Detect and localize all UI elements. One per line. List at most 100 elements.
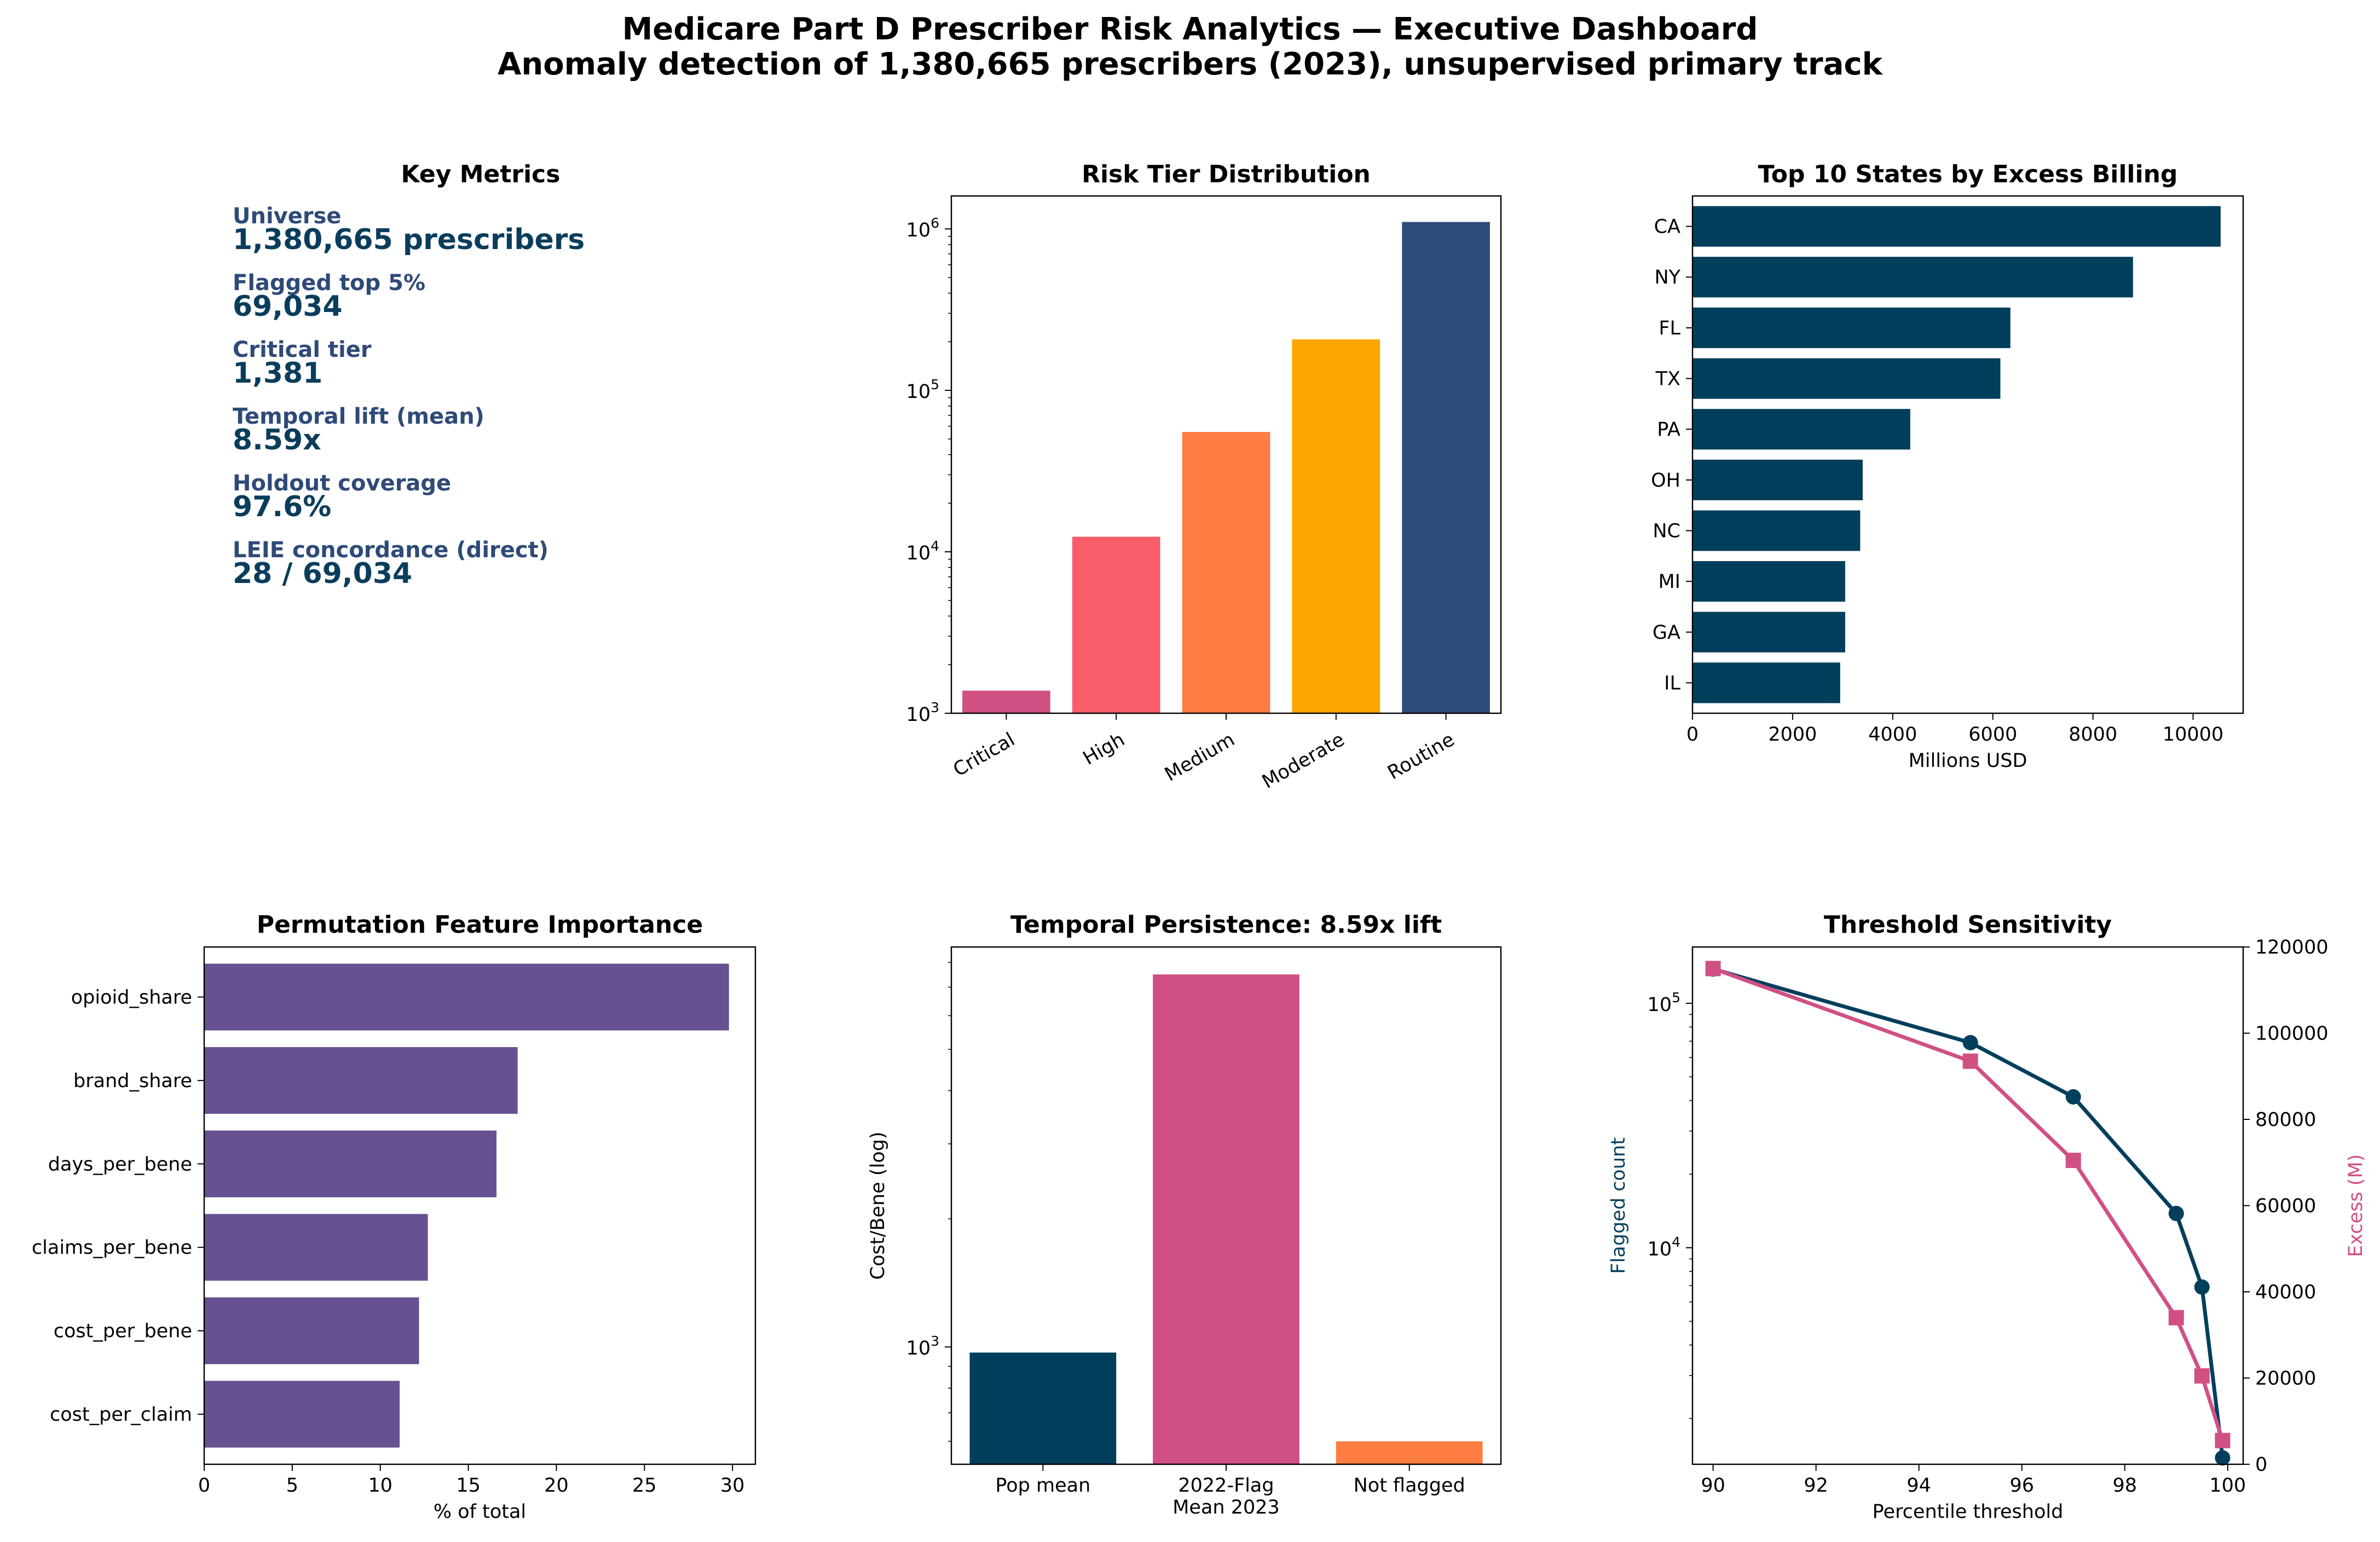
y-right-tick-label: 0 [2255, 1454, 2267, 1476]
x-tick-label: 5 [286, 1475, 298, 1497]
feature-bar [204, 1381, 400, 1448]
feature-importance-axes [203, 946, 756, 1465]
x-tick-label: Critical [950, 729, 1019, 781]
x-tick-label: 20 [544, 1475, 569, 1497]
state-bar [1692, 307, 2011, 348]
series-point [2215, 1433, 2231, 1448]
feature-importance-title: Permutation Feature Importance [257, 911, 703, 939]
state-bar [1692, 561, 1845, 602]
temporal-axes [950, 946, 1502, 1465]
state-bar [1692, 206, 2221, 247]
series-point [2215, 1450, 2231, 1466]
state-label: FL [1659, 317, 1680, 339]
temporal-bar [969, 1352, 1117, 1464]
feature-bar [204, 1047, 518, 1114]
series-point [2065, 1089, 2081, 1105]
risk-tier-bar [1072, 536, 1160, 713]
state-label: PA [1657, 419, 1680, 441]
x-tick-label: 2000 [1768, 724, 1817, 746]
key-metric-value: 1,381 [233, 357, 322, 390]
top-states-title: Top 10 States by Excess Billing [1758, 160, 2178, 188]
key-metric-value: 69,034 [233, 290, 343, 323]
y-right-tick-label: 80000 [2255, 1109, 2316, 1131]
y-tick-label: 105 [1648, 990, 1680, 1016]
state-label: IL [1664, 672, 1680, 694]
key-metric-value: 8.59x [233, 424, 321, 457]
feature-label: claims_per_bene [32, 1237, 192, 1259]
risk-tier-chart: Risk Tier Distribution Critical High Medium… [906, 160, 1502, 793]
x-tick-label: High [1079, 729, 1129, 770]
series-point [2194, 1368, 2210, 1384]
x-tick-label: 15 [456, 1475, 481, 1497]
feature-label: brand_share [73, 1070, 192, 1092]
series-point [1705, 961, 1721, 977]
x-tick-label: 0 [198, 1475, 210, 1497]
x-tick-label: 4000 [1868, 724, 1917, 746]
y-right-tick-label: 120000 [2255, 937, 2329, 958]
feature-label: days_per_bene [48, 1153, 192, 1175]
x-tick-label: 98 [2112, 1475, 2137, 1497]
x-tick-label: 96 [2009, 1475, 2034, 1497]
dashboard-subtitle: Anomaly detection of 1,380,665 prescribe… [498, 47, 1884, 82]
threshold-sensitivity-chart: Threshold Sensitivity 90 92 94 96 98 100 104 105… [1608, 911, 2367, 1523]
y-right-tick-label: 60000 [2255, 1196, 2316, 1217]
key-metric-label: Universe [233, 204, 342, 229]
state-bar [1692, 409, 1910, 450]
state-label: MI [1658, 571, 1680, 593]
risk-tier-axes [950, 195, 1502, 714]
x-tick-label: 100 [2209, 1475, 2246, 1497]
y-axis-label: Cost/Bene (log) [867, 1131, 889, 1280]
state-bar [1692, 510, 1861, 551]
y-axis-label-left: Flagged count [1608, 1137, 1630, 1274]
feature-label: cost_per_bene [54, 1320, 192, 1342]
y-right-tick-label: 100000 [2255, 1023, 2329, 1045]
y-tick-label: 106 [906, 215, 939, 241]
state-label: TX [1655, 368, 1680, 390]
y-tick-label: 103 [906, 700, 939, 726]
x-tick-label: 10 [368, 1475, 392, 1497]
x-tick-label: 94 [1907, 1475, 1931, 1497]
key-metric-value: 1,380,665 prescribers [233, 223, 585, 256]
feature-label: cost_per_claim [50, 1404, 192, 1426]
state-label: GA [1653, 622, 1680, 644]
feature-bar [204, 1214, 428, 1281]
x-tick-label: 6000 [1968, 724, 2017, 746]
x-axis-label: Percentile threshold [1873, 1501, 2064, 1523]
x-tick-label: 92 [1804, 1475, 1828, 1497]
x-axis-label: % of total [434, 1501, 526, 1523]
feature-label: opioid_share [71, 986, 192, 1008]
y-right-tick-label: 40000 [2255, 1281, 2316, 1303]
series-line [1712, 967, 2225, 1458]
risk-tier-bar [1402, 222, 1490, 713]
x-tick-label: 25 [632, 1475, 657, 1497]
x-tick-label: Mean 2023 [1172, 1497, 1280, 1518]
temporal-bar [1336, 1441, 1483, 1464]
feature-bar [204, 963, 729, 1031]
risk-tier-bar [962, 690, 1050, 713]
risk-tier-title: Risk Tier Distribution [1082, 160, 1371, 188]
x-tick-label: Medium [1161, 729, 1238, 786]
y-axis-label-right: Excess (M) [2345, 1154, 2367, 1257]
threshold-axes [1691, 946, 2244, 1465]
state-label: CA [1654, 216, 1680, 238]
y-tick-label: 104 [906, 538, 939, 564]
feature-bar [204, 1297, 419, 1365]
dashboard-title: Medicare Part D Prescriber Risk Analytic… [622, 11, 1758, 47]
key-metric-label: Critical tier [233, 337, 372, 362]
temporal-bar [1153, 974, 1299, 1464]
top-states-axes [1691, 195, 2244, 714]
top-states-chart: Top 10 States by Excess Billing CA NY FL TX P… [1651, 160, 2244, 772]
x-tick-label: 90 [1701, 1475, 1725, 1497]
temporal-title: Temporal Persistence: 8.59x lift [1010, 911, 1442, 939]
y-tick-label: 105 [906, 377, 939, 403]
series-point [2168, 1310, 2184, 1326]
series-point [2168, 1205, 2184, 1221]
series-point [1962, 1053, 1978, 1069]
y-tick-label: 103 [906, 1333, 939, 1360]
state-bar [1692, 358, 2001, 399]
feature-bar [204, 1130, 497, 1198]
key-metric-label: Temporal lift (mean) [233, 404, 484, 429]
